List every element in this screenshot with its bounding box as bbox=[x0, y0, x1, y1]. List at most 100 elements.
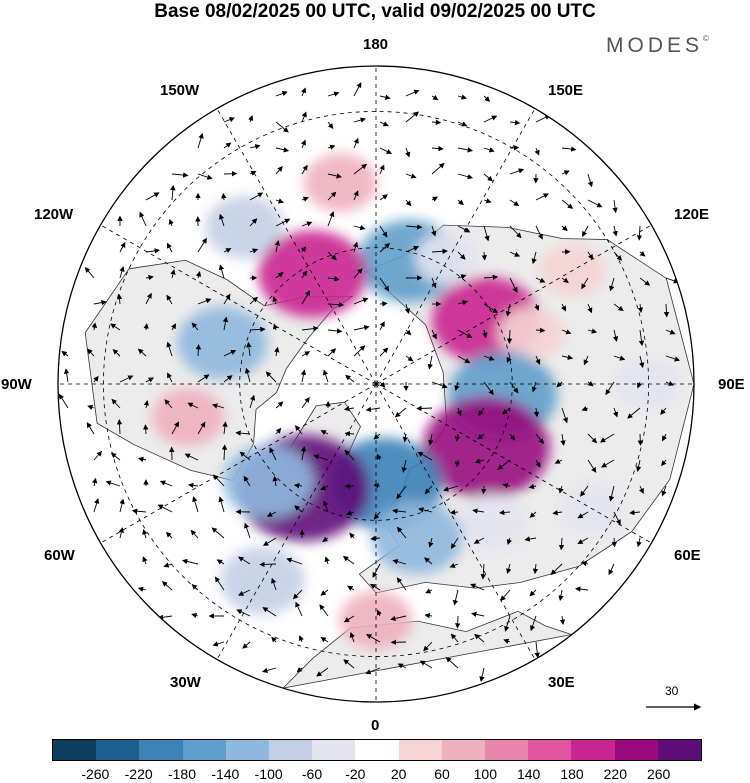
wind-arrow bbox=[237, 556, 251, 565]
colorbar-swatch bbox=[441, 740, 486, 760]
wind-arrow bbox=[483, 95, 491, 102]
negative-anomaly bbox=[222, 444, 314, 518]
wind-arrow bbox=[243, 522, 251, 539]
wind-arrow bbox=[166, 242, 173, 253]
wind-arrow bbox=[216, 559, 225, 565]
wind-arrow bbox=[405, 89, 420, 97]
wind-vectors bbox=[58, 82, 681, 682]
wind-arrow bbox=[500, 589, 511, 602]
wind-arrow bbox=[561, 277, 569, 283]
wind-arrow bbox=[262, 607, 277, 617]
wind-arrow bbox=[301, 164, 308, 175]
wind-arrow bbox=[181, 558, 199, 565]
wind-arrow bbox=[93, 375, 99, 383]
colorbar-tick-label: -140 bbox=[211, 766, 240, 782]
colorbar-tick-label: 100 bbox=[473, 766, 498, 782]
wind-arrow bbox=[472, 508, 485, 514]
wind-arrow bbox=[474, 458, 485, 464]
wind-arrow bbox=[577, 511, 589, 519]
colorbar-tick-label: -60 bbox=[301, 766, 323, 782]
colorbar-swatch bbox=[312, 740, 356, 760]
lon-label-90w: 90W bbox=[1, 376, 32, 393]
wind-arrow bbox=[170, 184, 176, 201]
wind-arrow bbox=[342, 555, 355, 565]
wind-arrow bbox=[587, 328, 598, 334]
meridian-line bbox=[216, 383, 377, 660]
colorbar-swatch bbox=[485, 740, 529, 760]
wind-arrow bbox=[396, 577, 407, 591]
wind-arrow bbox=[249, 192, 264, 201]
wind-arrow bbox=[197, 132, 204, 149]
wind-arrow bbox=[665, 380, 675, 386]
wind-arrow bbox=[431, 225, 437, 237]
wind-arrow bbox=[145, 292, 152, 305]
wind-arrow bbox=[478, 407, 485, 416]
wind-arrow bbox=[223, 142, 232, 149]
wind-arrow bbox=[457, 147, 474, 153]
wind-arrow bbox=[661, 485, 667, 497]
wind-arrow bbox=[164, 399, 173, 409]
wind-arrow bbox=[275, 218, 291, 227]
wind-arrow bbox=[535, 277, 546, 283]
wind-arrow bbox=[504, 615, 511, 632]
wind-arrow bbox=[396, 526, 407, 539]
wind-arrow bbox=[343, 659, 355, 669]
wind-arrow bbox=[191, 612, 199, 619]
wind-arrow bbox=[528, 483, 537, 490]
colorbar-tick-label: 260 bbox=[646, 766, 671, 782]
wind-arrow bbox=[552, 510, 563, 516]
wind-arrow bbox=[197, 298, 212, 305]
wind-arrow bbox=[170, 269, 176, 279]
wind-arrow bbox=[506, 537, 512, 545]
wind-arrow bbox=[608, 563, 615, 576]
wind-arrow bbox=[445, 657, 459, 669]
wind-arrow bbox=[483, 274, 499, 280]
colorbar-tick-label: -180 bbox=[167, 766, 197, 782]
wind-arrow bbox=[301, 87, 307, 97]
wind-arrow bbox=[344, 449, 355, 461]
wind-arrow bbox=[353, 117, 366, 123]
wind-arrow bbox=[197, 421, 206, 435]
wind-arrow bbox=[322, 369, 329, 383]
wind-arrow bbox=[470, 583, 485, 591]
wind-arrow bbox=[298, 635, 304, 643]
wind-arrow bbox=[344, 430, 355, 437]
wind-arrow bbox=[506, 329, 513, 344]
colorbar-tick-label: -20 bbox=[345, 766, 366, 782]
wind-arrow bbox=[561, 303, 567, 312]
wind-arrow bbox=[195, 343, 202, 357]
wind-arrow bbox=[87, 404, 95, 411]
wind-arrow bbox=[483, 173, 493, 182]
wind-arrow bbox=[294, 505, 303, 513]
wind-arrow bbox=[431, 162, 445, 175]
modes-logo: MODES© bbox=[606, 34, 709, 58]
colorbar-swatch bbox=[53, 740, 97, 760]
wind-arrow bbox=[372, 563, 381, 578]
wind-arrow bbox=[379, 194, 388, 201]
wind-arrow bbox=[535, 355, 541, 365]
wind-arrow bbox=[119, 498, 125, 513]
wind-arrow bbox=[431, 248, 448, 254]
wind-arrow bbox=[345, 374, 355, 383]
wind-arrow bbox=[481, 251, 487, 261]
wind-arrow bbox=[271, 636, 277, 643]
wind-arrow bbox=[327, 191, 337, 201]
colorbar-tick-label: 20 bbox=[390, 766, 407, 782]
wind-arrow bbox=[663, 303, 670, 318]
wind-arrow bbox=[262, 537, 277, 546]
colorbar-swatch bbox=[96, 740, 140, 760]
wind-arrow bbox=[556, 381, 563, 388]
wind-arrow bbox=[581, 560, 589, 567]
wind-arrow bbox=[300, 246, 307, 253]
wind-arrow bbox=[449, 562, 459, 568]
meridian-line bbox=[375, 108, 536, 385]
wind-arrow bbox=[353, 345, 366, 357]
wind-arrow bbox=[535, 433, 544, 445]
anomaly-layer bbox=[151, 153, 683, 650]
wind-arrow bbox=[454, 615, 461, 629]
colorbar-tick-label: 180 bbox=[560, 766, 584, 782]
wind-arrow bbox=[583, 355, 589, 366]
wind-arrow bbox=[373, 483, 381, 489]
wind-arrow bbox=[266, 511, 277, 517]
meridian-line bbox=[375, 383, 652, 544]
